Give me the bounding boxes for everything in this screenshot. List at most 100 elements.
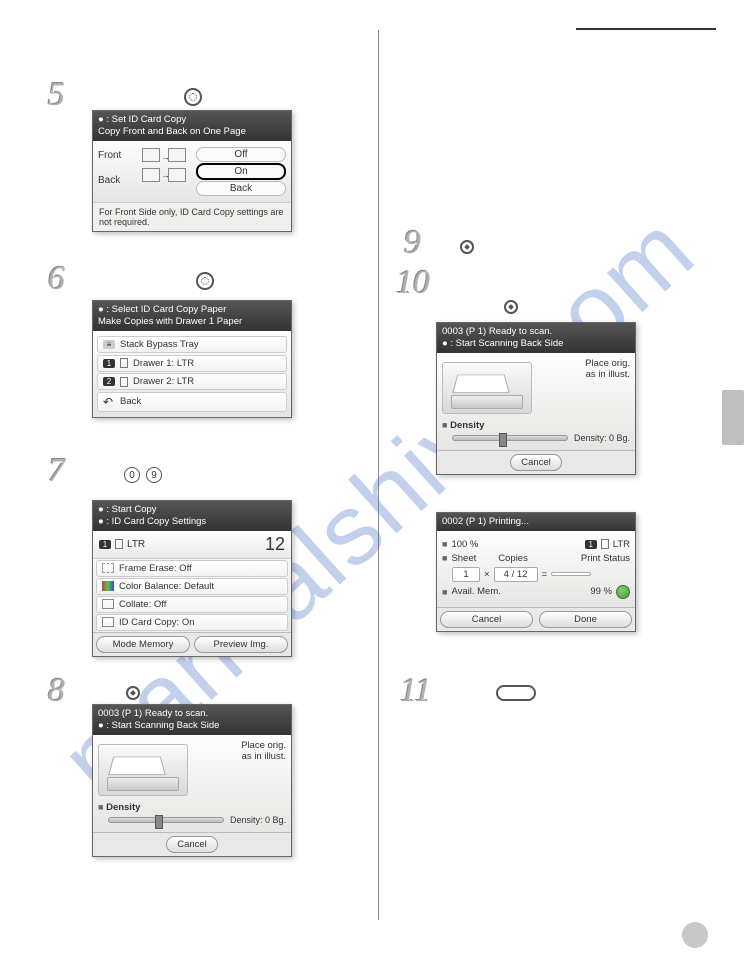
place-orig-2: as in illust. bbox=[192, 751, 286, 762]
preview-img-button[interactable]: Preview Img. bbox=[194, 636, 288, 653]
drawer-badge-2: 2 bbox=[103, 377, 115, 386]
sheet-value: 1 bbox=[452, 567, 480, 582]
lcd-id-card-copy: ● : Set ID Card Copy Copy Front and Back… bbox=[92, 110, 292, 232]
step-number-6: 6 bbox=[48, 260, 65, 298]
step-number-5: 5 bbox=[48, 76, 65, 114]
lcd-header: 0003 (P 1) Ready to scan. ● : Start Scan… bbox=[437, 323, 635, 353]
copies-value: 4 / 12 bbox=[494, 567, 538, 582]
lcd-title-1: ● : Set ID Card Copy bbox=[98, 114, 286, 126]
drawer-badge-1: 1 bbox=[103, 359, 115, 368]
dial-icon bbox=[196, 272, 214, 290]
lcd-start-copy: ● : Start Copy ● : ID Card Copy Settings… bbox=[92, 500, 292, 657]
step-number-8: 8 bbox=[48, 672, 65, 710]
front-back-diagram: → → bbox=[142, 146, 192, 184]
setting-label: Collate: Off bbox=[119, 599, 166, 610]
paper-option-drawer1[interactable]: 1 Drawer 1: LTR bbox=[97, 355, 287, 372]
step-number-11: 11 bbox=[400, 672, 431, 710]
density-slider[interactable] bbox=[108, 817, 224, 823]
setting-color-balance[interactable]: Color Balance: Default bbox=[96, 578, 288, 595]
cancel-button[interactable]: Cancel bbox=[166, 836, 218, 853]
pill-icon bbox=[496, 684, 536, 702]
step-number-9: 9 bbox=[404, 224, 421, 262]
drawer-badge: 1 bbox=[585, 540, 597, 549]
place-orig-1: Place orig. bbox=[192, 740, 286, 751]
frame-erase-icon bbox=[102, 563, 114, 573]
lcd-title-1: ● : Start Copy bbox=[98, 504, 286, 516]
equals: = bbox=[542, 569, 548, 580]
top-rule bbox=[576, 28, 716, 30]
lcd-header: 0003 (P 1) Ready to scan. ● : Start Scan… bbox=[93, 705, 291, 735]
key-0: 0 bbox=[124, 466, 140, 484]
paper-icon bbox=[120, 358, 128, 368]
multiply: × bbox=[484, 569, 490, 580]
lcd-title-2: Copy Front and Back on One Page bbox=[98, 126, 286, 138]
density-value: Density: 0 Bg. bbox=[230, 815, 286, 825]
option-label: Drawer 1: LTR bbox=[133, 358, 194, 369]
drawer-badge: 1 bbox=[99, 540, 111, 549]
setting-collate[interactable]: Collate: Off bbox=[96, 596, 288, 613]
setting-label: Color Balance: Default bbox=[119, 581, 214, 592]
cancel-button[interactable]: Cancel bbox=[440, 611, 533, 628]
option-on[interactable]: On bbox=[196, 163, 286, 180]
diamond-icon bbox=[126, 684, 140, 702]
option-off[interactable]: Off bbox=[196, 147, 286, 162]
cancel-button[interactable]: Cancel bbox=[510, 454, 562, 471]
step-number-10: 10 bbox=[396, 264, 430, 302]
sheet-label: Sheet bbox=[451, 553, 476, 564]
place-orig-2: as in illust. bbox=[536, 369, 630, 380]
status-box bbox=[551, 572, 591, 576]
front-label: Front bbox=[98, 150, 138, 161]
setting-frame-erase[interactable]: Frame Erase: Off bbox=[96, 560, 288, 577]
paper-size: LTR bbox=[613, 539, 630, 550]
lcd-title-2: ● : ID Card Copy Settings bbox=[98, 516, 286, 528]
option-label: Drawer 2: LTR bbox=[133, 376, 194, 387]
copy-quantity: 12 bbox=[265, 534, 285, 555]
density-value: Density: 0 Bg. bbox=[574, 433, 630, 443]
option-back[interactable]: Back bbox=[196, 181, 286, 196]
lcd-title-2: ● : Start Scanning Back Side bbox=[442, 338, 630, 350]
lcd-title-1: ● : Select ID Card Copy Paper bbox=[98, 304, 286, 316]
setting-label: Frame Erase: Off bbox=[119, 563, 192, 574]
lcd-select-paper: ● : Select ID Card Copy Paper Make Copie… bbox=[92, 300, 292, 418]
density-slider[interactable] bbox=[452, 435, 568, 441]
avail-mem-label: Avail. Mem. bbox=[451, 586, 500, 597]
paper-icon bbox=[601, 539, 609, 549]
place-orig-1: Place orig. bbox=[536, 358, 630, 369]
option-label: Stack Bypass Tray bbox=[120, 339, 199, 350]
id-card-icon bbox=[102, 617, 114, 627]
paper-option-bypass[interactable]: ≡ Stack Bypass Tray bbox=[97, 336, 287, 353]
scanner-illustration bbox=[98, 744, 188, 796]
print-status-label: Print Status bbox=[532, 553, 630, 564]
paper-icon bbox=[115, 539, 123, 549]
density-label: Density bbox=[450, 420, 484, 431]
done-button[interactable]: Done bbox=[539, 611, 632, 628]
scanner-illustration bbox=[442, 362, 532, 414]
avail-mem-value: 99 % bbox=[590, 586, 612, 597]
lcd-header: ● : Start Copy ● : ID Card Copy Settings bbox=[93, 501, 291, 531]
lcd-title-1: 0002 (P 1) Printing... bbox=[442, 516, 630, 528]
option-label: Back bbox=[120, 396, 141, 407]
lcd-title-2: Make Copies with Drawer 1 Paper bbox=[98, 316, 286, 328]
lcd-scan-back-10: 0003 (P 1) Ready to scan. ● : Start Scan… bbox=[436, 322, 636, 475]
lcd-scan-back-8: 0003 (P 1) Ready to scan. ● : Start Scan… bbox=[92, 704, 292, 857]
side-tab bbox=[722, 390, 744, 445]
paper-option-back[interactable]: ↶ Back bbox=[97, 392, 287, 412]
lcd-header: ● : Select ID Card Copy Paper Make Copie… bbox=[93, 301, 291, 331]
back-label: Back bbox=[98, 175, 138, 186]
key-9: 9 bbox=[146, 466, 162, 484]
setting-id-card-copy[interactable]: ID Card Copy: On bbox=[96, 614, 288, 631]
step-number-7: 7 bbox=[48, 452, 65, 490]
column-divider bbox=[378, 30, 379, 920]
diamond-icon bbox=[504, 298, 518, 316]
copies-label: Copies bbox=[498, 553, 528, 564]
lcd-title-1: 0003 (P 1) Ready to scan. bbox=[98, 708, 286, 720]
lcd-note: For Front Side only, ID Card Copy settin… bbox=[93, 202, 291, 231]
mode-memory-button[interactable]: Mode Memory bbox=[96, 636, 190, 653]
dial-icon bbox=[184, 88, 202, 106]
page-indicator-dot bbox=[682, 922, 708, 948]
paper-icon bbox=[120, 377, 128, 387]
lcd-title-2: ● : Start Scanning Back Side bbox=[98, 720, 286, 732]
collate-icon bbox=[102, 599, 114, 609]
paper-option-drawer2[interactable]: 2 Drawer 2: LTR bbox=[97, 373, 287, 390]
memory-disk-icon bbox=[616, 585, 630, 599]
